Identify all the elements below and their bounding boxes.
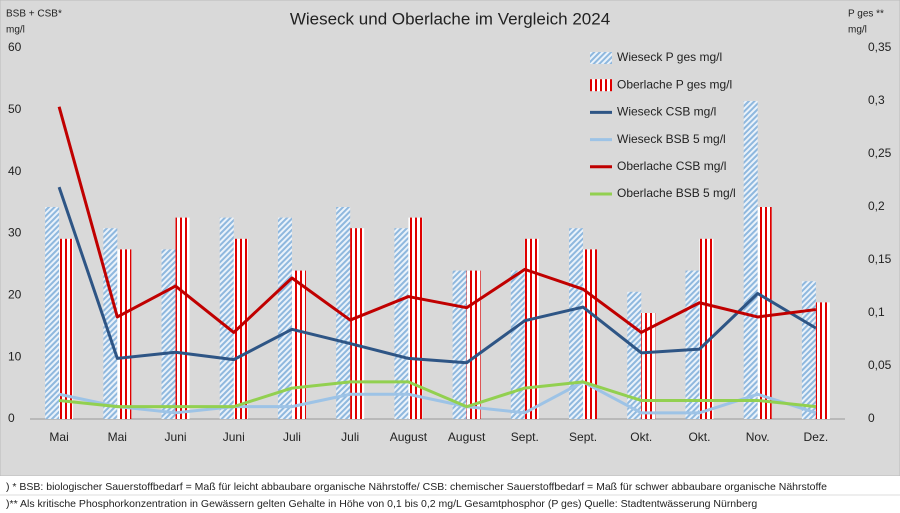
bar [336, 207, 351, 419]
legend-label: Oberlache P ges mg/l [617, 77, 732, 91]
bar [59, 238, 74, 419]
y2-tick-label: 0 [868, 411, 875, 425]
bar [291, 270, 306, 419]
footnote: ) * BSB: biologischer Sauerstoffbedarf =… [6, 481, 827, 493]
legend-swatch [590, 79, 612, 92]
y2-axis-title: P ges ** [848, 9, 884, 20]
y2-tick-label: 0,35 [868, 40, 892, 54]
legend-label: Wieseck BSB 5 mg/l [617, 132, 726, 146]
x-tick-label: Mai [49, 430, 68, 444]
bar [161, 249, 176, 419]
line [57, 106, 817, 334]
x-tick-label: August [448, 430, 486, 444]
y-tick-label: 20 [8, 288, 22, 302]
x-tick-label: Sept. [569, 430, 597, 444]
legend-swatch [590, 52, 612, 64]
bar [117, 249, 132, 419]
bar [452, 270, 467, 419]
y2-tick-label: 0,15 [868, 252, 892, 266]
bar [277, 217, 292, 419]
bar [801, 281, 816, 419]
bar [699, 238, 714, 419]
x-tick-label: Okt. [688, 430, 710, 444]
bar [175, 217, 190, 419]
bar [583, 249, 598, 419]
x-tick-label: Juni [223, 430, 245, 444]
x-tick-label: Nov. [746, 430, 770, 444]
x-tick-label: Mai [108, 430, 127, 444]
x-tick-label: Okt. [630, 430, 652, 444]
y2-tick-label: 0,05 [868, 358, 892, 372]
x-tick-label: Sept. [511, 430, 539, 444]
bar [569, 228, 584, 419]
x-tick-label: Juni [165, 430, 187, 444]
y-tick-label: 40 [8, 164, 22, 178]
bar [815, 302, 830, 419]
bar [219, 217, 234, 419]
bar [510, 270, 525, 419]
bar [394, 228, 409, 419]
x-tick-label: Juli [283, 430, 301, 444]
bar [350, 228, 365, 419]
bar [743, 101, 758, 419]
legend-label: Wieseck CSB mg/l [617, 105, 716, 119]
legend-label: Oberlache BSB 5 mg/l [617, 186, 736, 200]
chart-title: Wieseck und Oberlache im Vergleich 2024 [290, 9, 610, 28]
y-axis-title: mg/l [6, 25, 25, 36]
legend-label: Wieseck P ges mg/l [617, 50, 722, 64]
bar [233, 238, 248, 419]
line [57, 186, 817, 365]
y2-tick-label: 0,25 [868, 146, 892, 160]
x-tick-label: Dez. [804, 430, 829, 444]
y-tick-label: 30 [8, 226, 22, 240]
bar [408, 217, 423, 419]
bar [685, 270, 700, 419]
line [58, 380, 817, 415]
y2-tick-label: 0,3 [868, 93, 885, 107]
y2-axis-title: mg/l [848, 25, 867, 36]
y2-tick-label: 0,2 [868, 199, 885, 213]
legend-label: Oberlache CSB mg/l [617, 159, 726, 173]
x-tick-label: Juli [341, 430, 359, 444]
y-tick-label: 50 [8, 102, 22, 116]
bar [45, 207, 60, 419]
y-tick-label: 0 [8, 411, 15, 425]
bar [641, 313, 656, 419]
y-tick-label: 60 [8, 40, 22, 54]
line [58, 380, 817, 409]
bar [757, 207, 772, 419]
footnote: )** Als kritische Phosphorkonzentration … [6, 498, 757, 510]
bar [466, 270, 481, 419]
x-tick-label: August [390, 430, 428, 444]
y-axis-title: BSB + CSB* [6, 9, 62, 20]
y2-tick-label: 0,1 [868, 305, 885, 319]
y-tick-label: 10 [8, 349, 22, 363]
bar [524, 238, 539, 419]
